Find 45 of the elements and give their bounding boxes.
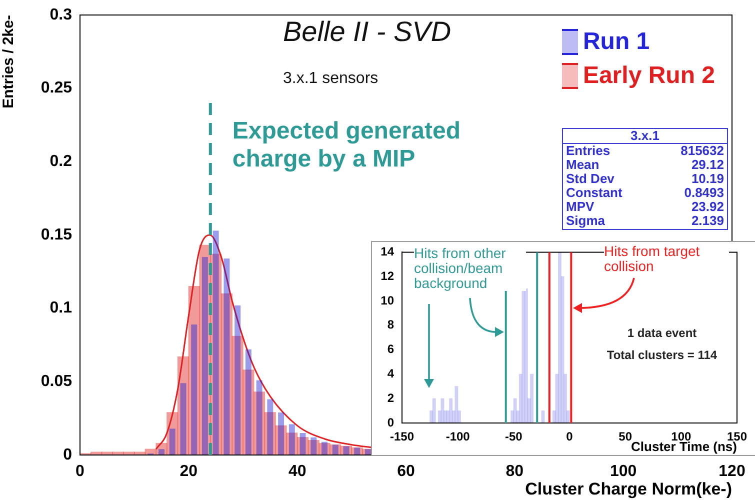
x-tick-label: 20 (180, 463, 198, 480)
text: Entries 815632 (566, 143, 724, 158)
annotation: 1 data event (626, 326, 698, 341)
y-tick-label: 0 (63, 446, 72, 464)
ref-line-label: Expected generated charge by a MIP (232, 118, 460, 173)
y-tick-label: 0.3 (50, 6, 72, 24)
y-tick-label: 0.25 (40, 80, 72, 97)
annotation: Total clusters = 114 (606, 348, 718, 363)
annotation: 3.x.1 (563, 128, 727, 144)
x-tick-label: 100 (610, 463, 637, 480)
y-tick-label: 0.1 (50, 300, 72, 317)
x-tick-label: -150 (390, 430, 414, 444)
y-tick-label: 2 (387, 390, 394, 405)
annotation: Hits from other collision/beam background (414, 245, 526, 291)
y-tick-label: 0.15 (40, 226, 72, 244)
annotation: Hits from target collision (604, 243, 729, 274)
x-tick-label: -50 (504, 430, 523, 444)
x-tick-label: 60 (397, 463, 415, 480)
y-tick-label: 12 (380, 268, 394, 283)
x-tick-label: 0 (76, 463, 85, 480)
y-tick-label: 0.2 (50, 153, 72, 170)
chart-title: Belle II - SVD (283, 16, 452, 48)
y-tick-label: 10 (380, 293, 394, 308)
x-tick-label: 80 (506, 463, 524, 480)
text: MPV 23.92 (566, 199, 724, 214)
text: Std Dev 10.19 (566, 171, 724, 186)
x-tick-label: -100 (446, 430, 470, 444)
y-tick-label: 0.05 (40, 373, 72, 390)
legend-label: Early Run 2 (582, 62, 715, 90)
x-tick-label: 0 (566, 430, 574, 444)
y-tick-label: 0 (387, 415, 394, 430)
x-tick-label: 50 (618, 430, 632, 444)
y-tick-label: 8 (387, 318, 394, 332)
y-axis-title: Entries / 2ke- (0, 15, 18, 108)
x-tick-label: 40 (288, 463, 306, 480)
legend-label: Run 1 (582, 28, 650, 56)
text: 3.x.1 sensors (283, 70, 378, 88)
y-tick-label: 14 (380, 244, 394, 259)
x-axis-title: Cluster Charge Norm(ke-) (525, 479, 732, 498)
text: Constant 0.8493 (566, 185, 724, 200)
text: Sigma 2.139 (566, 213, 724, 228)
text: Mean 29.12 (566, 157, 724, 172)
y-tick-label: 6 (387, 342, 394, 356)
y-tick-label: 4 (387, 366, 394, 381)
x-tick-label: 120 (718, 463, 746, 480)
